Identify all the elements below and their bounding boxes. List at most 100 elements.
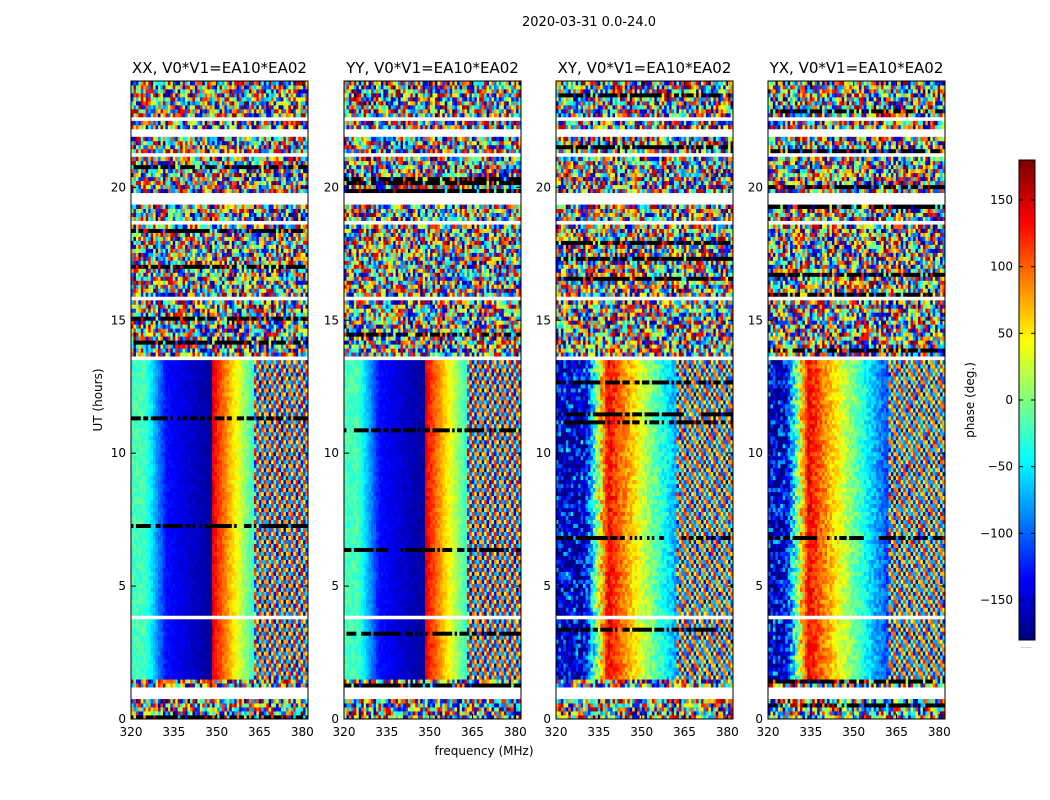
y-axis-label: UT (hours) [91, 368, 105, 431]
colorbar-segment [1019, 484, 1035, 489]
colorbar-segment [1019, 408, 1035, 413]
colorbar-segment [1019, 336, 1035, 341]
panel-title: XY, V0*V1=EA10*EA02 [558, 59, 732, 77]
heatmap-cells [768, 81, 945, 719]
colorbar-segment [1019, 492, 1035, 497]
colorbar-segment [1019, 332, 1035, 337]
colorbar-segment [1019, 588, 1035, 593]
colorbar-segment [1019, 192, 1035, 197]
colorbar-segment [1019, 312, 1035, 317]
x-tick-label: 380 [504, 725, 527, 739]
y-tick-label: 20 [748, 180, 763, 194]
colorbar-segment [1019, 560, 1035, 565]
colorbar-tick-label: 150 [990, 193, 1013, 207]
colorbar-segment [1019, 260, 1035, 265]
y-tick-label: 15 [748, 313, 763, 327]
colorbar-segment [1019, 420, 1035, 425]
colorbar-tick-label: −150 [980, 593, 1013, 607]
colorbar-segment [1019, 444, 1035, 449]
colorbar-segment [1019, 524, 1035, 529]
colorbar-segment [1019, 368, 1035, 373]
y-tick-label: 10 [111, 446, 126, 460]
colorbar-segment [1019, 512, 1035, 517]
x-tick-label: 350 [205, 725, 228, 739]
colorbar-segment [1019, 572, 1035, 577]
y-tick-label: 0 [331, 712, 339, 726]
colorbar-segment [1019, 372, 1035, 377]
y-tick-label: 15 [324, 313, 339, 327]
colorbar-tick-label: 100 [990, 260, 1013, 274]
colorbar-segment [1019, 384, 1035, 389]
y-tick-label: 5 [543, 579, 551, 593]
x-tick-label: 320 [545, 725, 568, 739]
colorbar-segment [1019, 240, 1035, 245]
colorbar-segment [1019, 228, 1035, 233]
colorbar-segment [1019, 204, 1035, 209]
x-tick-label: 335 [162, 725, 185, 739]
colorbar-segment [1019, 504, 1035, 509]
colorbar-segment [1019, 476, 1035, 481]
colorbar-segment [1019, 520, 1035, 525]
y-tick-label: 20 [324, 180, 339, 194]
colorbar-segment [1019, 316, 1035, 321]
colorbar-segment [1019, 528, 1035, 533]
y-tick-label: 20 [111, 180, 126, 194]
colorbar-segment [1019, 556, 1035, 561]
colorbar-segment [1019, 496, 1035, 501]
y-tick-label: 0 [118, 712, 126, 726]
x-tick-label: 365 [885, 725, 908, 739]
y-tick-label: 10 [324, 446, 339, 460]
x-tick-label: 350 [842, 725, 865, 739]
colorbar-segment [1019, 472, 1035, 477]
y-tick-label: 5 [118, 579, 126, 593]
colorbar-tick-label: −100 [980, 526, 1013, 540]
colorbar-segment [1019, 236, 1035, 241]
colorbar-segment [1019, 544, 1035, 549]
colorbar-segment [1019, 252, 1035, 257]
colorbar-segment [1019, 568, 1035, 573]
y-tick-label: 15 [536, 313, 551, 327]
x-tick-label: 335 [799, 725, 822, 739]
colorbar-segment [1019, 324, 1035, 329]
colorbar-segment [1019, 508, 1035, 513]
colorbar-segment [1019, 284, 1035, 289]
colorbar-segment [1019, 404, 1035, 409]
colorbar-segment [1019, 328, 1035, 333]
colorbar-segment [1019, 272, 1035, 277]
colorbar-segment [1019, 248, 1035, 253]
colorbar-segment [1019, 532, 1035, 537]
colorbar-segment [1019, 300, 1035, 305]
colorbar-segment [1019, 160, 1035, 165]
y-tick-label: 0 [755, 712, 763, 726]
colorbar-segment [1019, 308, 1035, 313]
colorbar-segment [1019, 344, 1035, 349]
heatmap-cells [344, 81, 521, 719]
colorbar-segment [1019, 212, 1035, 217]
colorbar-segment [1019, 460, 1035, 465]
colorbar-segment [1019, 380, 1035, 385]
figure-suptitle: 2020-03-31 0.0-24.0 [522, 15, 656, 30]
x-tick-label: 380 [716, 725, 739, 739]
y-tick-label: 5 [331, 579, 339, 593]
colorbar-segment [1019, 592, 1035, 597]
x-tick-label: 320 [120, 725, 143, 739]
y-tick-label: 5 [755, 579, 763, 593]
heatmap-cells [556, 81, 733, 719]
colorbar-label: phase (deg.) [963, 362, 977, 438]
colorbar-segment [1019, 224, 1035, 229]
colorbar-segment [1019, 600, 1035, 605]
colorbar-segment [1019, 424, 1035, 429]
colorbar-segment [1019, 416, 1035, 421]
colorbar-segment [1019, 172, 1035, 177]
x-axis-label: frequency (MHz) [434, 744, 533, 758]
colorbar-segment [1019, 468, 1035, 473]
colorbar-segment [1019, 516, 1035, 521]
colorbar-segment [1019, 176, 1035, 181]
heatmap-cells [131, 81, 308, 719]
colorbar-segment [1019, 348, 1035, 353]
